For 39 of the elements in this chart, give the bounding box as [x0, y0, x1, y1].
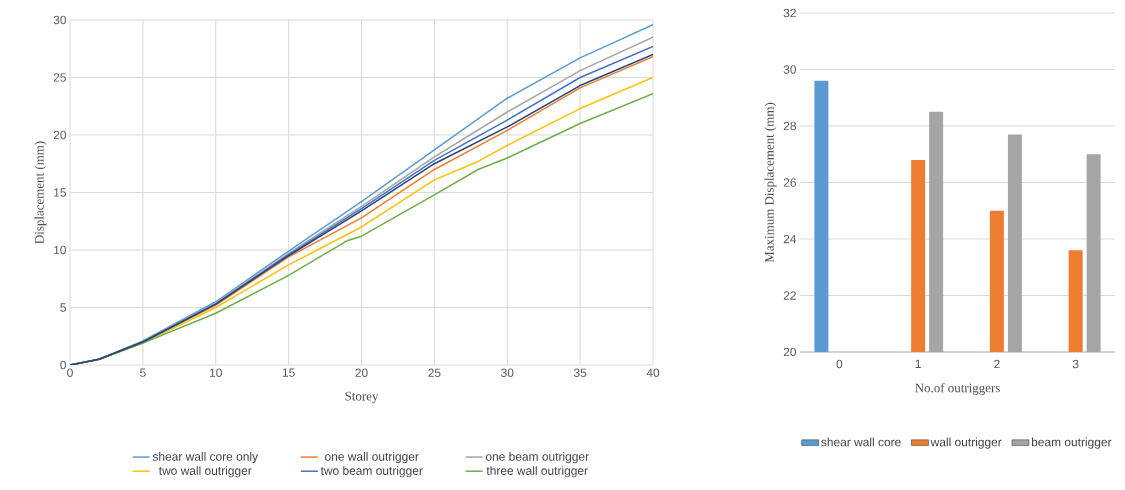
y-tick-label: 30 — [783, 65, 797, 74]
y-tick-label: 25 — [53, 73, 66, 82]
x-tick-label: 10 — [210, 368, 222, 377]
y-axis-title: Maximum Displacement (mm) — [764, 102, 777, 263]
x-tick-label: 1 — [915, 359, 921, 368]
legend-label: one wall outrigger — [325, 451, 419, 464]
y-tick-label: 28 — [783, 121, 796, 131]
x-axis-title: No.of outriggers — [915, 383, 1000, 395]
x-tick-label: 0 — [67, 368, 73, 377]
y-tick-label: 10 — [54, 245, 67, 255]
x-tick-label: 0 — [836, 359, 843, 369]
y-tick-label: 15 — [54, 188, 66, 197]
y-tick-label: 22 — [783, 291, 796, 300]
legend-label: shear wall core only — [152, 451, 259, 464]
y-axis-title: Displacement (mm) — [34, 141, 47, 244]
legend-label: two beam outrigger — [320, 466, 423, 478]
y-tick-label: 24 — [783, 234, 797, 244]
x-axis-title: Storey — [345, 391, 379, 404]
legend-label: beam outrigger — [1031, 437, 1112, 449]
x-tick-label: 3 — [1072, 359, 1079, 369]
legend-label: three wall outrigger — [486, 466, 588, 478]
y-tick-label: 5 — [60, 303, 66, 312]
x-tick-label: 40 — [646, 368, 660, 377]
legend-label: shear wall core — [821, 437, 901, 447]
y-tick-label: 26 — [783, 178, 796, 187]
x-tick-label: 30 — [501, 368, 514, 377]
legend-label: wall outrigger — [930, 437, 1002, 449]
x-tick-label: 2 — [994, 359, 1000, 369]
legend-label: two wall outrigger — [158, 466, 252, 478]
x-tick-label: 35 — [573, 368, 587, 377]
y-tick-label: 20 — [783, 347, 797, 357]
x-tick-label: 25 — [428, 368, 441, 377]
legend-label: one beam outrigger — [485, 451, 589, 464]
y-tick-label: 30 — [53, 15, 67, 25]
x-tick-label: 20 — [355, 368, 368, 377]
y-tick-label: 32 — [783, 8, 796, 18]
x-tick-label: 5 — [140, 368, 146, 377]
x-tick-label: 15 — [282, 368, 295, 377]
y-tick-label: 20 — [53, 130, 67, 140]
